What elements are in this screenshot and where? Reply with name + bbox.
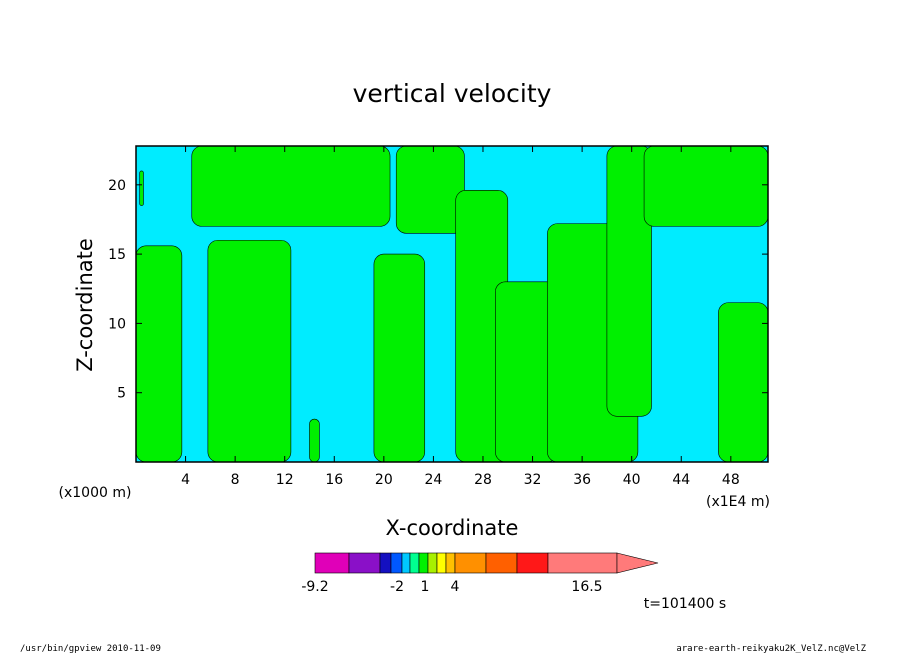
y-tick-label: 5 [117, 386, 126, 402]
colorbar-segment [485, 552, 518, 574]
y-ticks: 5 10 15 20 [108, 178, 768, 402]
contour-region-positive [139, 170, 144, 206]
plot-area [135, 145, 769, 463]
colorbar-segment [314, 552, 350, 574]
colorbar-arrow [616, 552, 659, 574]
contour-region-positive [191, 145, 391, 227]
contour-regions [135, 145, 769, 463]
chart-title: vertical velocity [353, 79, 552, 108]
x-ticks: 4 8 12 16 20 24 28 32 36 40 44 48 [181, 146, 740, 488]
x-tick-label: 16 [325, 472, 343, 488]
colorbar-segment [379, 552, 392, 574]
y-tick-label: 20 [108, 178, 126, 194]
colorbar-segment [390, 552, 403, 574]
colorbar-label: -2 [390, 579, 404, 595]
colorbar-segment [401, 552, 411, 574]
colorbar-segment [547, 552, 618, 574]
colorbar-segment [516, 552, 549, 574]
contour-region-positive [718, 302, 769, 463]
footer-left: /usr/bin/gpview 2010-11-09 [20, 644, 161, 654]
contour-region-positive [135, 245, 183, 463]
colorbar-segment [445, 552, 456, 574]
x-tick-label: 40 [623, 472, 641, 488]
y-axis-label: Z-coordinate [73, 238, 97, 372]
colorbar [314, 552, 659, 574]
x-axis-label: X-coordinate [386, 516, 519, 540]
x-tick-label: 36 [573, 472, 591, 488]
x-tick-label: 28 [474, 472, 492, 488]
x-tick-label: 24 [424, 472, 442, 488]
x-tick-label: 32 [524, 472, 542, 488]
x-tick-label: 44 [672, 472, 690, 488]
colorbar-segment [427, 552, 438, 574]
footer-right: arare-earth-reikyaku2K_VelZ.nc@VelZ [676, 644, 866, 654]
colorbar-segment [409, 552, 420, 574]
colorbar-labels: -9.2 -2 1 4 16.5 [301, 579, 602, 595]
plot-frame [135, 145, 769, 463]
x-tick-label: 4 [181, 472, 190, 488]
contour-region-positive [309, 418, 320, 463]
x-tick-label: 20 [375, 472, 393, 488]
y-unit-label: (x1000 m) [59, 485, 132, 501]
x-unit-label: (x1E4 m) [706, 494, 770, 510]
colorbar-segment [454, 552, 487, 574]
contour-region-positive [643, 145, 769, 227]
colorbar-label: 1 [421, 579, 430, 595]
x-tick-label: 8 [231, 472, 240, 488]
colorbar-segment [348, 552, 381, 574]
colorbar-segment [418, 552, 429, 574]
contour-region-positive [395, 145, 465, 234]
colorbar-label: -9.2 [301, 579, 328, 595]
y-tick-label: 15 [108, 247, 126, 263]
colorbar-label: 4 [451, 579, 460, 595]
y-tick-label: 10 [108, 316, 126, 332]
colorbar-label: 16.5 [571, 579, 602, 595]
colorbar-segment [436, 552, 447, 574]
x-tick-label: 48 [722, 472, 740, 488]
contour-region-positive [373, 253, 426, 463]
time-label: t=101400 s [644, 596, 726, 612]
contour-region-positive [207, 239, 292, 463]
x-tick-label: 12 [276, 472, 294, 488]
